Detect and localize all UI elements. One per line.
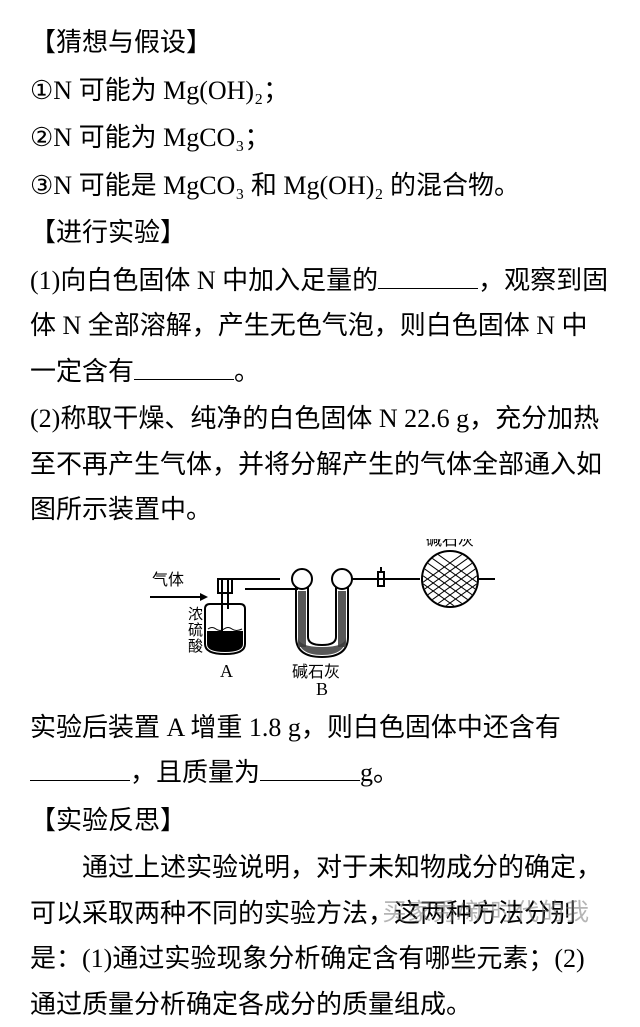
hypothesis-1: ①N 可能为 Mg(OH)₂； xyxy=(30,68,610,114)
exp1-part-a: (1)向白色固体 N 中加入足量的 xyxy=(30,266,378,295)
label-a: A xyxy=(220,661,233,681)
exp1-part-c: 。 xyxy=(234,357,260,386)
soda-lime-ball xyxy=(422,543,495,623)
h2so4-label-2: 硫 xyxy=(188,622,203,639)
h2so4-label-1: 浓 xyxy=(188,606,203,623)
section-experiment-heading: 【进行实验】 xyxy=(30,210,610,256)
flask-a xyxy=(205,579,280,654)
blank-2 xyxy=(134,354,234,380)
label-b: B xyxy=(316,679,328,699)
result-text: 实验后装置 A 增重 1.8 g，则白色固体中还含有 ，且质量为 g。 xyxy=(30,705,610,796)
experiment-1-text: (1)向白色固体 N 中加入足量的，观察到固体 N 全部溶解，产生无色气泡，则白… xyxy=(30,258,610,395)
apparatus-diagram: 气体 浓 硫 酸 A 碱石灰 B xyxy=(30,539,610,699)
result-part-c: g。 xyxy=(360,758,399,787)
blank-3 xyxy=(30,755,130,781)
h2so4-label-3: 酸 xyxy=(188,638,203,655)
section-hypothesis-heading: 【猜想与假设】 xyxy=(30,20,610,66)
result-part-a: 实验后装置 A 增重 1.8 g，则白色固体中还含有 xyxy=(30,713,561,742)
gas-label: 气体 xyxy=(152,571,184,589)
reflect-paragraph: 通过上述实验说明，对于未知物成分的确定，可以采取两种不同的实验方法，这两种方法分… xyxy=(30,845,610,1027)
u-tube-b xyxy=(292,569,352,657)
blank-1 xyxy=(378,263,478,289)
hypothesis-3: ③N 可能是 MgCO₃ 和 Mg(OH)₂ 的混合物。 xyxy=(30,163,610,209)
blank-4 xyxy=(260,755,360,781)
hypothesis-2: ②N 可能为 MgCO₃； xyxy=(30,115,610,161)
experiment-2-text: (2)称取干燥、纯净的白色固体 N 22.6 g，充分加热至不再产生气体，并将分… xyxy=(30,396,610,533)
result-part-b: ，且质量为 xyxy=(130,758,260,787)
watermark-text: 买家秀/新时代的我 xyxy=(382,892,590,934)
lime-label-ball: 碱石灰 xyxy=(426,539,474,549)
section-reflect-heading: 【实验反思】 xyxy=(30,798,610,844)
